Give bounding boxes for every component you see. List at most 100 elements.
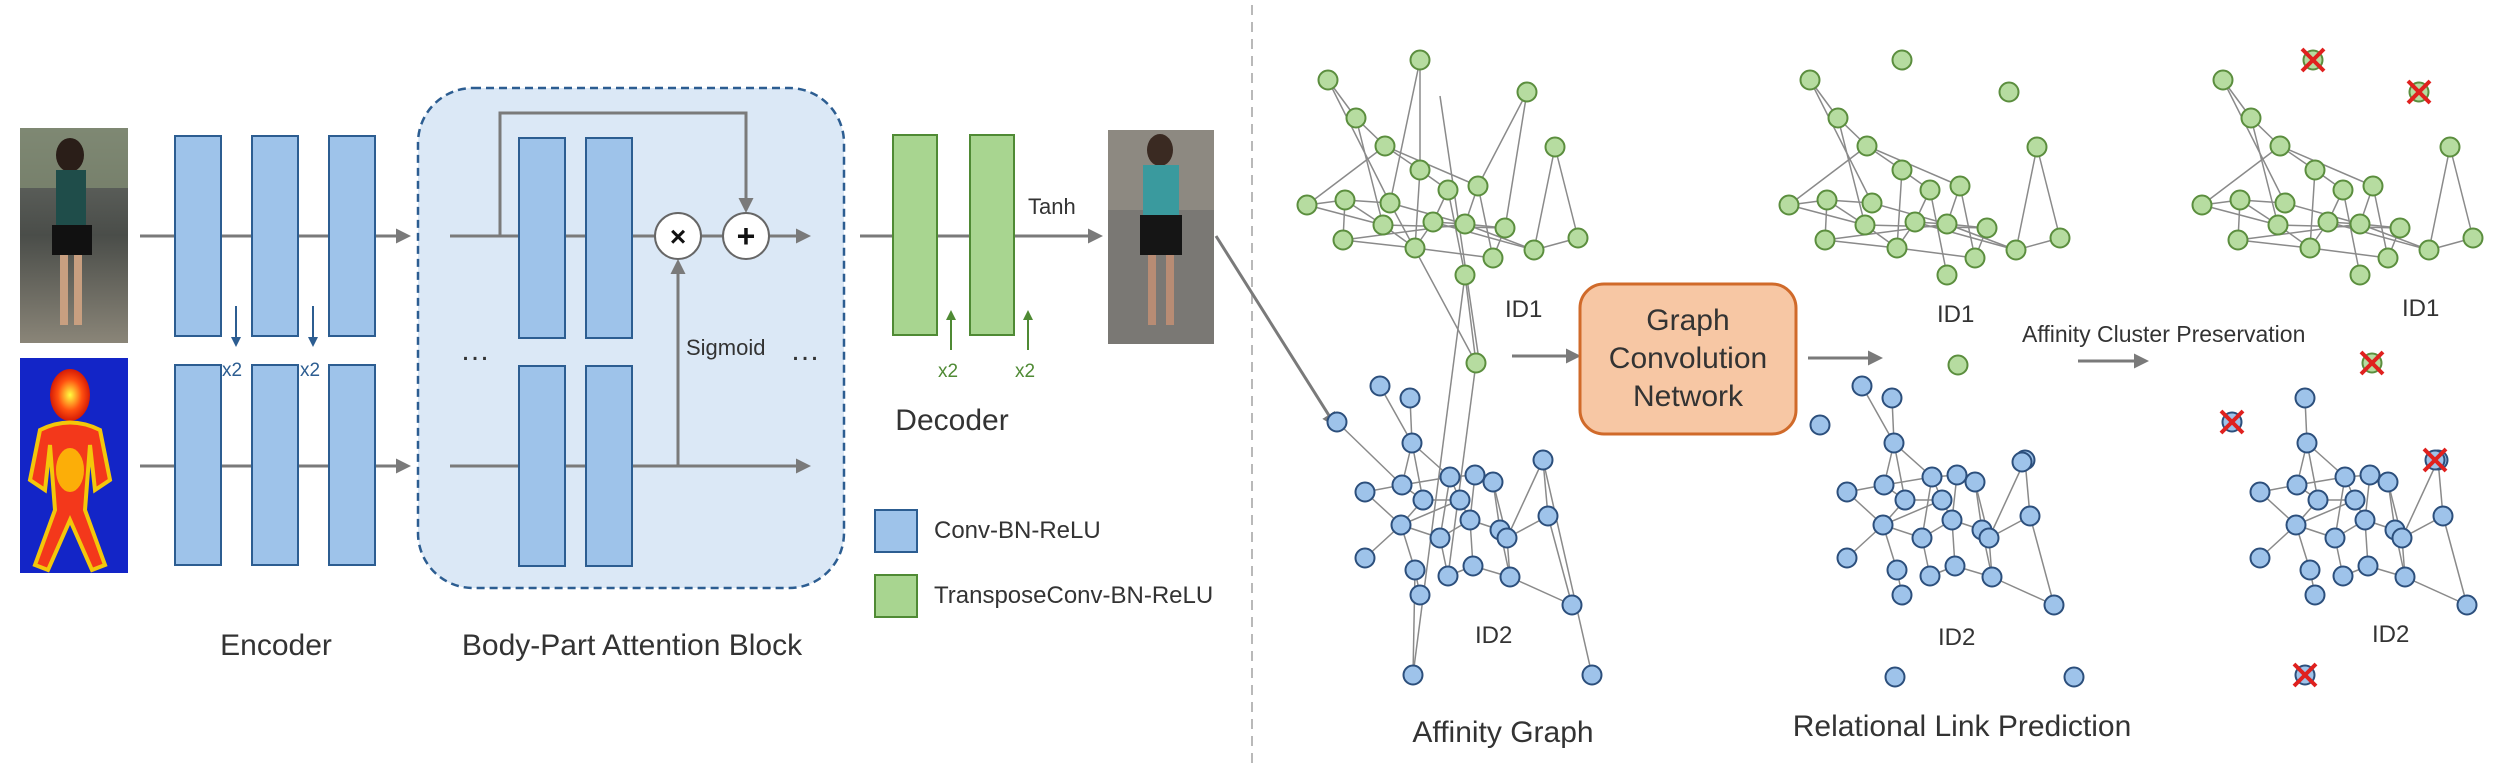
graph-node-id1 [2317, 211, 2339, 233]
graph-edge [1533, 146, 1556, 251]
id2-label: ID2 [2372, 621, 2409, 648]
graph-node-id1 [1919, 179, 1941, 201]
graph-edge [1864, 224, 1988, 229]
graph-node-id1 [2240, 107, 2262, 129]
graph-node-id2 [2377, 471, 2399, 493]
legend-label-conv: Conv-BN-ReLU [934, 517, 1101, 544]
graph-node-id1 [1904, 211, 1926, 233]
graph-node-id1 [2332, 179, 2354, 201]
graph-node-id2 [2019, 505, 2041, 527]
removed-marker [2422, 447, 2448, 473]
graph-node-id2 [1391, 474, 1413, 496]
encoder-block [174, 364, 222, 566]
graph-edge [2201, 204, 2279, 226]
graph-node-id2 [2249, 547, 2271, 569]
graph-node-id1 [2191, 194, 2213, 216]
graph-node-id2 [1496, 527, 1518, 549]
graph-node-id1 [1467, 175, 1489, 197]
encoder-block [328, 135, 376, 337]
graph-edge [1412, 274, 1466, 676]
id2-label: ID2 [1938, 624, 1975, 651]
add-symbol: + [737, 218, 756, 254]
graph-edge [1447, 189, 1466, 276]
graph-node-id2 [1886, 559, 1908, 581]
attention-block: × + Sigmoid … Body-Part Attention Block [416, 86, 846, 662]
graph-node-id2 [1911, 527, 1933, 549]
graph-node-id2 [2011, 451, 2033, 473]
graph-edge [1866, 145, 1961, 187]
graph-node-id1 [2212, 69, 2234, 91]
graph-edge [2309, 169, 2316, 249]
decoder-block [969, 134, 1015, 336]
graph-edge [2359, 223, 2430, 251]
graph-edge [1946, 223, 2017, 251]
graph-node-id1 [1374, 135, 1396, 157]
graph-node-id1 [1886, 237, 1908, 259]
graph-edge [2036, 146, 2061, 239]
graph-edge [1400, 499, 1461, 526]
graph-node-id2 [2285, 514, 2307, 536]
graph-node-id2 [2249, 481, 2271, 503]
gcn-box: Graph Convolution Network [1578, 282, 1798, 436]
graph-edge [2449, 146, 2474, 239]
graph-edge [1959, 185, 1976, 259]
relational-link-graph [1778, 49, 2085, 688]
graph-node-id1 [1816, 189, 1838, 211]
legend-swatch-transpose [874, 574, 918, 618]
graph-node-id2 [1561, 594, 1583, 616]
graph-node-id1 [2005, 239, 2027, 261]
graph-node-id1 [2462, 227, 2484, 249]
graph-node-id2 [1354, 547, 1376, 569]
graph-edge [1991, 576, 2055, 606]
graph-node-id2 [1941, 509, 1963, 531]
graph-node-id1 [2439, 136, 2461, 158]
graph-node-id2 [1429, 527, 1451, 549]
graph-node-id1 [1778, 194, 1800, 216]
graph-node-id2 [1464, 464, 1486, 486]
graph-edge [2428, 146, 2451, 251]
graph-node-id1 [2299, 237, 2321, 259]
attention-block-label: Body-Part Attention Block [462, 629, 803, 662]
encoder: x2 x2 Encoder [174, 135, 376, 662]
graph-edge [1896, 247, 1976, 259]
graph-node-id2 [1946, 464, 1968, 486]
attention-conv-block [518, 137, 566, 339]
graph-edge [1809, 79, 1873, 204]
graph-edge [1929, 189, 1948, 276]
graph-edge [2250, 117, 2279, 226]
graph-node-id1 [1296, 194, 1318, 216]
graph-node-id1 [1936, 264, 1958, 286]
graph-node-id2 [1439, 466, 1461, 488]
multiply-symbol: × [670, 221, 686, 252]
graph-node-id2 [1462, 555, 1484, 577]
graph-node-id2 [2391, 527, 2413, 549]
graph-node-id1 [1409, 159, 1431, 181]
graph-edge [1306, 145, 1386, 206]
graph-edge [1882, 499, 1943, 526]
graph-edge [2401, 459, 2439, 539]
graph-node-id2 [2296, 432, 2318, 454]
graph-edge [1824, 239, 1898, 249]
graph-node-id1 [2267, 214, 2289, 236]
removed-marker [2300, 47, 2326, 73]
graph-edge [2222, 79, 2286, 204]
ellipsis: … [460, 334, 490, 367]
graph-node-id2 [1499, 566, 1521, 588]
graph-edge [1327, 79, 1391, 204]
ellipsis: … [790, 334, 820, 367]
graph-node-id1 [1332, 229, 1354, 251]
graph-node-id2 [1921, 466, 1943, 488]
graph-node-id1 [2229, 189, 2251, 211]
graph-node-id2 [1981, 566, 2003, 588]
graph-node-id2 [2456, 594, 2478, 616]
decoder-label: Decoder [895, 404, 1008, 437]
graph-node-id1 [2377, 247, 2399, 269]
graph-node-id1 [1345, 107, 1367, 129]
graph-edge [1788, 145, 1868, 206]
graph-edge [1542, 459, 1593, 676]
id1-label: ID1 [2402, 295, 2439, 322]
graph-edge [2237, 239, 2311, 249]
graph-node-id2 [1459, 509, 1481, 531]
